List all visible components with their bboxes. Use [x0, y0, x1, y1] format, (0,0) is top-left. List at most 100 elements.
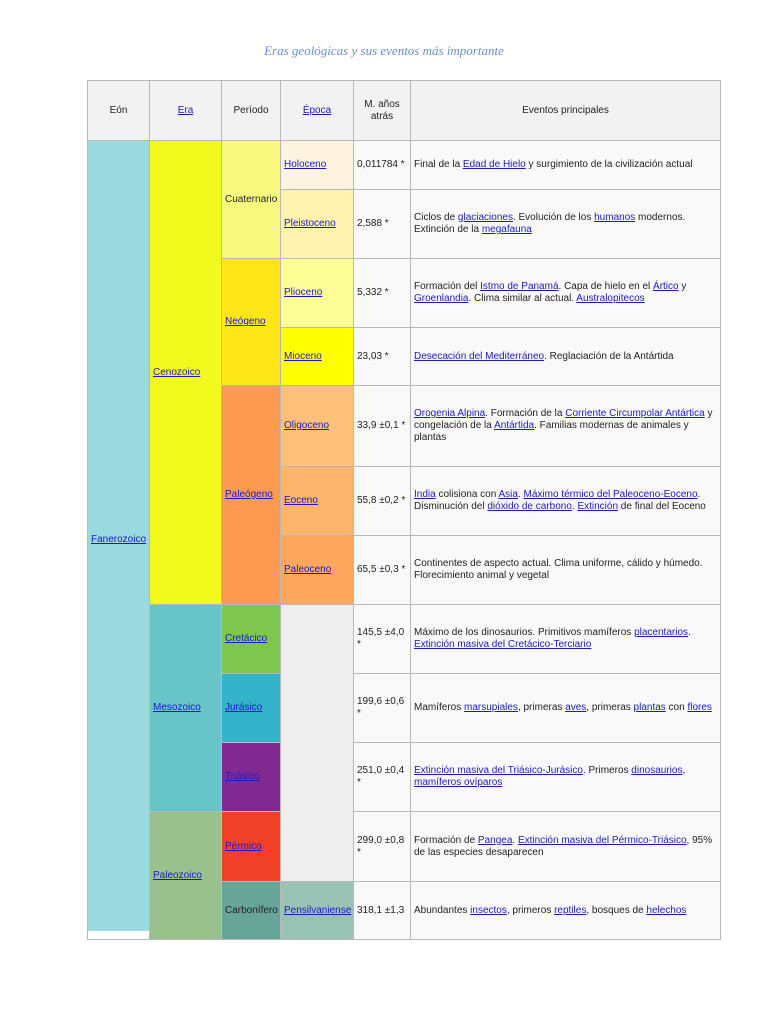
- event-link[interactable]: dióxido de carbono: [487, 501, 572, 512]
- header-cell: Eventos principales: [410, 80, 721, 141]
- event-link[interactable]: Pangea: [477, 834, 513, 846]
- epoch-name[interactable]: Pleistoceno: [284, 218, 336, 229]
- event-text: , primeras: [517, 702, 566, 713]
- period-name[interactable]: Neógeno: [225, 316, 266, 327]
- epoch-name[interactable]: Oligoceno: [284, 420, 330, 431]
- age-cell: 5,332 *: [353, 258, 411, 328]
- event-link[interactable]: Groenlandia: [414, 293, 469, 304]
- header-cell: Período: [221, 80, 281, 141]
- event-text: . Familias modernas de animales y planta…: [414, 420, 689, 443]
- period-cell: Paleógeno: [221, 385, 281, 605]
- era-name[interactable]: Mesozoico: [153, 702, 201, 713]
- age-cell: 299,0 ±0,8 *: [353, 811, 411, 882]
- age-cell: 0,011784 *: [353, 140, 411, 190]
- event-link[interactable]: Extinción masiva del Cretácico-Terciario: [414, 639, 592, 650]
- event-link[interactable]: Antártida: [494, 420, 535, 431]
- period-name[interactable]: Cretácico: [225, 633, 268, 644]
- event-link[interactable]: Corriente Circumpolar Antártica: [565, 408, 705, 419]
- age: 55,8 ±0,2 *: [357, 495, 406, 506]
- age-cell: 65,5 ±0,3 *: [353, 535, 411, 605]
- event-link[interactable]: placentarios: [634, 627, 688, 638]
- event-link[interactable]: mamíferos ovíparos: [414, 777, 503, 788]
- event-text: y surgimiento de la civilización actual: [525, 159, 693, 170]
- event-text: Ciclos de: [414, 212, 458, 223]
- age: 65,5 ±0,3 *: [357, 564, 406, 575]
- event-link[interactable]: Máximo térmico del Paleoceno-Eoceno: [523, 489, 698, 500]
- event-link[interactable]: Ártico: [653, 281, 679, 292]
- eon-name[interactable]: Fanerozoico: [91, 534, 147, 545]
- period-cell: Carbonífero: [221, 881, 281, 940]
- age-cell: 33,9 ±0,1 *: [353, 385, 411, 467]
- events-text: Continentes de aspecto actual. Clima uni…: [414, 558, 717, 582]
- event-text: y: [678, 281, 687, 292]
- epoch-name[interactable]: Eoceno: [284, 495, 318, 506]
- period-cell: Triásico: [221, 742, 281, 812]
- period-cell: Cuaternario: [221, 140, 281, 259]
- event-link[interactable]: helechos: [646, 904, 687, 916]
- event-link[interactable]: dinosaurios: [631, 765, 683, 776]
- event-link[interactable]: Desecación del Mediterráneo: [414, 350, 545, 362]
- epoch-name[interactable]: Plioceno: [284, 287, 323, 298]
- event-link[interactable]: aves: [565, 702, 587, 713]
- event-text: con: [665, 702, 688, 713]
- events-text: Máximo de los dinosaurios. Primitivos ma…: [414, 627, 717, 651]
- age: 251,0 ±0,4 *: [357, 765, 405, 788]
- event-text: y congelación de la: [414, 408, 713, 431]
- age: 0,011784 *: [357, 159, 405, 170]
- events-text: Mamíferos marsupiales, primeras aves, pr…: [414, 702, 712, 714]
- epoch-name[interactable]: Mioceno: [284, 350, 322, 362]
- events-cell: Orogenia Alpina. Formación de la Corrien…: [410, 385, 721, 467]
- event-link[interactable]: Edad de Hielo: [462, 159, 526, 170]
- event-text: Formación de: [414, 834, 478, 846]
- event-link[interactable]: Extinción masiva del Triásico-Jurásico: [414, 765, 583, 776]
- events-cell: Formación de Pangea. Extinción masiva de…: [410, 811, 721, 882]
- events-cell: Abundantes insectos, primeros reptiles, …: [410, 881, 721, 940]
- event-link[interactable]: plantas: [633, 702, 666, 713]
- event-text: . Primeros: [582, 765, 632, 776]
- period-name[interactable]: Jurásico: [225, 702, 263, 713]
- age: 5,332 *: [357, 287, 389, 298]
- epoch-name[interactable]: Holoceno: [284, 159, 327, 170]
- eon-cell: Fanerozoico: [87, 140, 150, 940]
- event-link[interactable]: megafauna: [481, 224, 532, 235]
- events-cell: Ciclos de glaciaciones. Evolución de los…: [410, 189, 721, 259]
- event-text: , primeras: [586, 702, 634, 713]
- epoch-cell: Plioceno: [280, 258, 354, 328]
- event-link[interactable]: flores: [687, 702, 712, 713]
- event-link[interactable]: India: [414, 489, 436, 500]
- event-link[interactable]: insectos: [470, 904, 507, 916]
- event-text: .: [517, 489, 524, 500]
- era-name[interactable]: Paleozoico: [153, 869, 202, 881]
- period-name[interactable]: Triásico: [225, 771, 260, 782]
- epoch-name[interactable]: Paleoceno: [284, 564, 332, 575]
- header-cell: Eón: [87, 80, 150, 141]
- event-link[interactable]: Australopitecos: [576, 293, 645, 304]
- events-text: Final de la Edad de Hielo y surgimiento …: [414, 159, 693, 171]
- period-name[interactable]: Paleógeno: [225, 489, 273, 500]
- event-link[interactable]: marsupiales: [464, 702, 518, 713]
- event-link[interactable]: Extinción masiva del Pérmico-Triásico: [517, 834, 687, 846]
- event-link[interactable]: Extinción: [577, 501, 619, 512]
- age: 199,6 ±0,6 *: [357, 696, 405, 719]
- event-link[interactable]: Orogenia Alpina: [414, 408, 486, 419]
- age: 2,588 *: [357, 218, 389, 229]
- event-text: modernos. Extinción de la: [414, 212, 686, 235]
- event-link[interactable]: Istmo de Panamá: [480, 281, 559, 292]
- period-name[interactable]: Pérmico: [225, 840, 262, 852]
- era-name[interactable]: Cenozoico: [153, 366, 201, 378]
- header-label[interactable]: Época: [302, 104, 332, 116]
- header-label: M. años atrás: [364, 98, 400, 122]
- epoch-cell: Pensilvaniense: [280, 881, 354, 940]
- age: 23,03 *: [357, 350, 389, 362]
- event-link[interactable]: reptiles: [554, 904, 587, 916]
- event-text: .: [512, 834, 518, 846]
- event-link[interactable]: Asia: [498, 489, 518, 500]
- header-label[interactable]: Era: [177, 104, 194, 116]
- event-link[interactable]: humanos: [594, 212, 636, 223]
- event-link[interactable]: glaciaciones: [457, 212, 513, 223]
- header-label: Eón: [109, 104, 128, 116]
- event-text: .: [571, 501, 578, 512]
- era-cell: Cenozoico: [149, 140, 222, 605]
- age: 318,1 ±1,3: [357, 904, 405, 916]
- epoch-name[interactable]: Pensilvaniense: [284, 904, 352, 916]
